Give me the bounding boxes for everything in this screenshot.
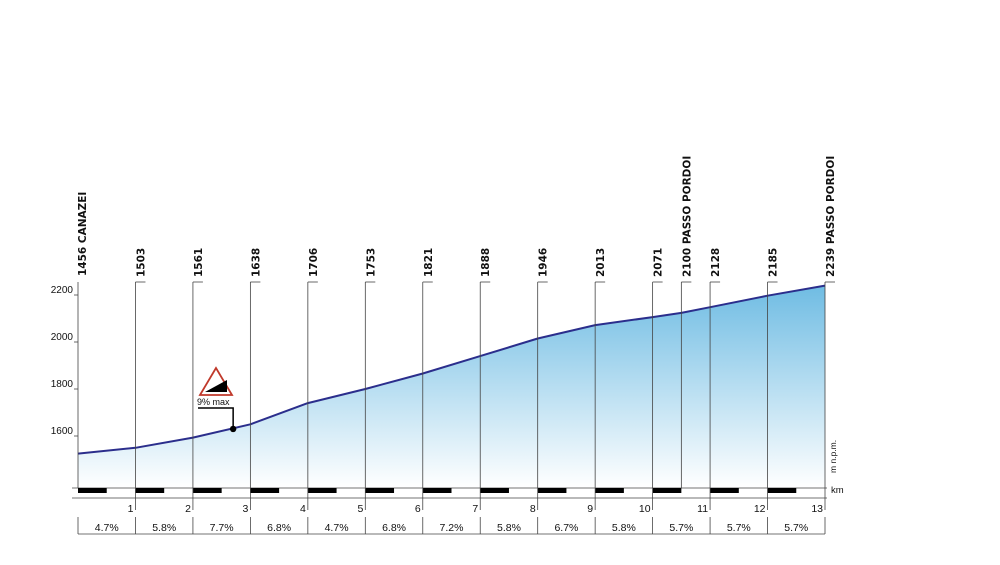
x-tick-label: 1: [128, 503, 134, 515]
km-scale-segment: [135, 488, 165, 493]
km-scale-segment: [595, 488, 624, 493]
elevation-label: 1456 CANAZEI: [77, 192, 89, 276]
gradient-label: 4.7%: [95, 522, 119, 534]
gradient-label: 4.7%: [325, 522, 349, 534]
elevation-label: 1821: [423, 248, 435, 277]
gradient-label: 5.8%: [612, 522, 636, 534]
gradient-label: 5.7%: [784, 522, 808, 534]
max-gradient-label: 9% max: [197, 397, 230, 407]
gradient-label: 5.8%: [152, 522, 176, 534]
max-gradient-leader: [198, 407, 234, 429]
gradient-label: 7.2%: [440, 522, 464, 534]
km-scale-segment: [250, 488, 280, 493]
x-tick-label: 6: [415, 503, 421, 515]
elevation-label: 1638: [250, 248, 262, 277]
x-tick-label: 5: [357, 503, 363, 515]
km-scale-segment: [537, 488, 567, 493]
gradient-label: 6.8%: [382, 522, 406, 534]
elevation-label: 1888: [480, 248, 492, 277]
elevation-label: 2013: [595, 248, 607, 277]
km-scale-segment: [422, 488, 452, 493]
gradient-label: 7.7%: [210, 522, 234, 534]
x-tick-label: 2: [185, 503, 191, 515]
km-scale-segment: [365, 488, 395, 493]
gradient-label: 6.8%: [267, 522, 291, 534]
elevation-label: 1503: [135, 248, 147, 277]
y-unit-label: m n.p.m.: [828, 440, 838, 473]
gradient-label: 5.7%: [727, 522, 751, 534]
elevation-label: 1946: [538, 248, 550, 277]
elevation-label: 1753: [365, 248, 377, 277]
x-tick-label: 4: [300, 503, 306, 515]
gradient-label: 6.7%: [554, 522, 578, 534]
x-tick-label: 8: [530, 503, 536, 515]
gradient-label: 5.7%: [669, 522, 693, 534]
km-scale-segment: [480, 488, 509, 493]
x-tick-label: 10: [639, 503, 651, 515]
y-tick-label: 1600: [51, 426, 74, 437]
elevation-label: 1561: [193, 248, 205, 277]
x-tick-label: 7: [472, 503, 478, 515]
y-tick-label: 2200: [51, 285, 74, 296]
elevation-label: 2128: [710, 248, 722, 277]
km-scale-segment: [767, 488, 797, 493]
elevation-label: 2100 PASSO PORDOI: [681, 156, 693, 277]
y-tick-label: 1800: [51, 379, 74, 390]
elevation-label: 2185: [768, 248, 780, 277]
elevation-label: 2071: [653, 248, 665, 277]
x-unit-label: km: [831, 485, 844, 496]
steep-gradient-slope-icon: [205, 380, 227, 392]
x-tick-label: 12: [754, 503, 766, 515]
km-scale-segment: [307, 488, 337, 493]
x-tick-label: 11: [697, 503, 708, 515]
elevation-label: 1706: [308, 248, 320, 277]
x-tick-label: 3: [243, 503, 249, 515]
gradient-label: 5.8%: [497, 522, 521, 534]
y-tick-label: 2000: [51, 332, 74, 343]
km-scale-segment: [652, 488, 682, 493]
elevation-area: [78, 285, 825, 488]
x-tick-label: 13: [811, 503, 823, 515]
x-tick-label: 9: [587, 503, 593, 515]
km-scale-segment: [192, 488, 222, 493]
km-scale-segment: [78, 488, 107, 493]
km-scale-segment: [710, 488, 739, 493]
elevation-label: 2239 PASSO PORDOI: [825, 156, 837, 277]
